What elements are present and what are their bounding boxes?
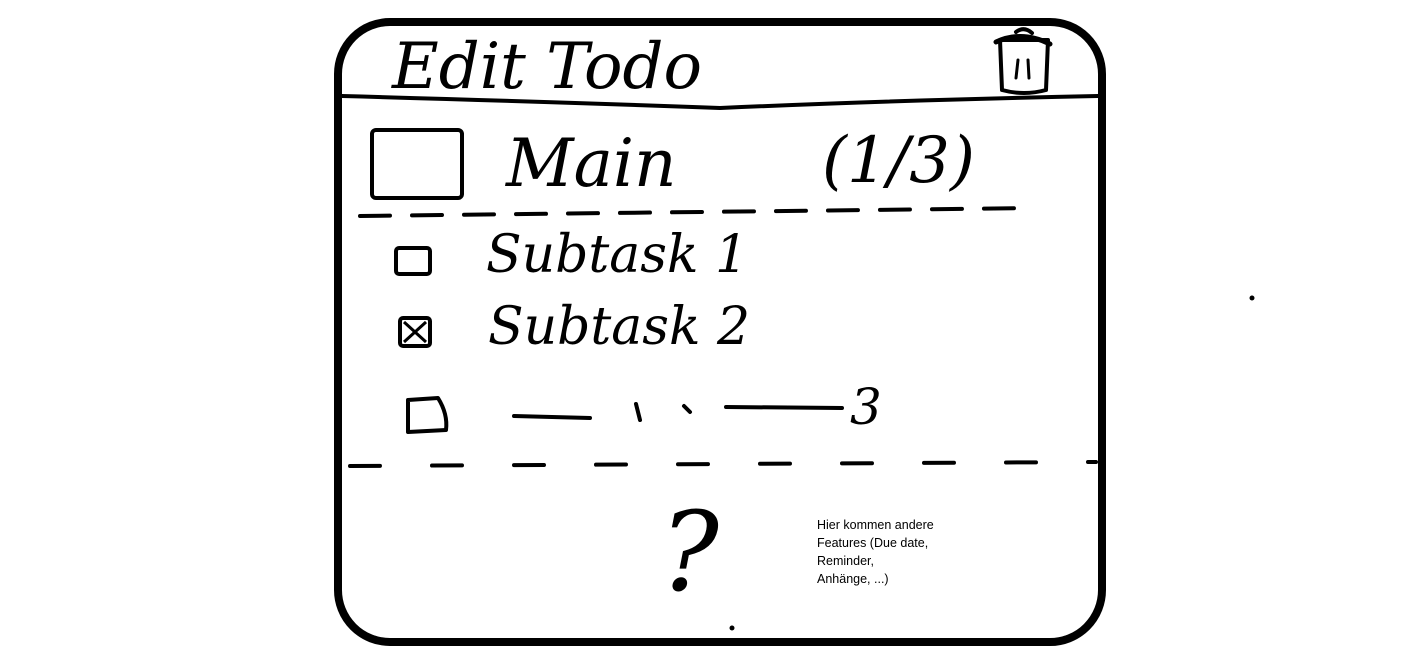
stray-dot <box>729 625 735 631</box>
subtask-label: Subtask 2 <box>488 297 750 357</box>
subtask-label: 3 <box>850 378 882 436</box>
features-note-line: Hier kommen andere <box>817 518 934 532</box>
subtask-scribble <box>682 404 692 414</box>
check-mark-icon <box>402 320 428 344</box>
subtask-scribble <box>634 402 642 422</box>
features-note-line: Reminder, <box>817 554 874 568</box>
subtask-checkbox[interactable] <box>394 246 432 276</box>
features-note: Hier kommen andere Features (Due date, R… <box>817 516 967 588</box>
header-divider <box>340 94 1100 111</box>
main-task-checkbox[interactable] <box>370 128 464 200</box>
subtasks-divider <box>348 460 1098 468</box>
subtask-checkbox[interactable] <box>406 396 449 434</box>
dialog-frame <box>334 18 1106 646</box>
stray-dot <box>1249 295 1255 301</box>
subtask-row[interactable]: 3 <box>406 378 882 436</box>
main-divider <box>358 206 1036 218</box>
trash-icon[interactable] <box>993 27 1053 95</box>
main-task-label: Main <box>505 125 677 202</box>
features-placeholder-mark: ? <box>660 488 720 616</box>
subtask-scribble <box>512 414 592 420</box>
main-task-progress: (1/3) <box>822 124 975 198</box>
features-note-line: Anhänge, ...) <box>817 572 889 586</box>
subtask-scribble <box>724 405 844 410</box>
page-title: Edit Todo <box>391 30 702 104</box>
features-note-line: Features (Due date, <box>817 536 929 550</box>
subtask-checkbox-checked[interactable] <box>398 316 432 348</box>
subtask-row[interactable]: Subtask 1 <box>394 225 748 285</box>
subtask-row[interactable]: Subtask 2 <box>398 297 750 357</box>
subtask-label: Subtask 1 <box>486 225 748 285</box>
